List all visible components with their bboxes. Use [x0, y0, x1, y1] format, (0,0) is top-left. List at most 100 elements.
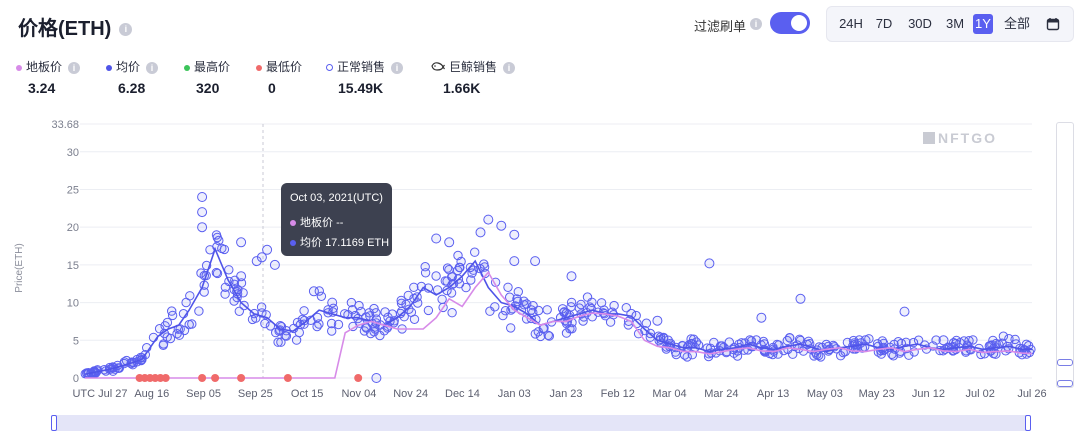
sale-point [247, 314, 258, 325]
lowest-price-point [211, 374, 220, 382]
sale-point [437, 294, 447, 305]
stat-whale-sales[interactable]: 巨鲸销售 i 1.66K [431, 58, 516, 97]
range-1y-button[interactable]: 1Y [973, 14, 993, 34]
watermark-text: NFTGO [938, 130, 997, 146]
stat-value: 0 [268, 80, 276, 96]
sale-point [899, 306, 910, 317]
sale-point [709, 337, 719, 348]
vertical-zoom-handle-top[interactable] [1057, 359, 1073, 366]
sale-point [175, 324, 185, 334]
x-tick-label: Sep 25 [238, 388, 273, 400]
sale-point [522, 299, 532, 309]
x-tick-label: Aug 16 [134, 388, 169, 400]
sale-point [587, 297, 597, 308]
info-icon[interactable]: i [391, 61, 404, 74]
sale-point [1004, 334, 1014, 344]
y-tick-label: 30 [67, 147, 79, 159]
x-tick-label: May 03 [807, 388, 843, 400]
stat-value: 6.28 [118, 80, 146, 96]
horizontal-zoom-handle-left[interactable] [51, 415, 57, 431]
info-icon[interactable]: i [503, 61, 516, 74]
whale-icon [431, 60, 445, 75]
sale-point [687, 350, 697, 360]
sale-point [347, 305, 358, 315]
sale-point [167, 306, 177, 316]
range-24h-button[interactable]: 24H [839, 16, 863, 31]
sale-point [795, 293, 806, 304]
floor-dot-icon [290, 220, 296, 227]
avg-dot-icon [106, 64, 112, 71]
sale-point [948, 342, 958, 352]
stat-label: 巨鲸销售 [449, 60, 498, 74]
sale-point [308, 286, 319, 297]
sale-point [431, 233, 442, 244]
sale-point [281, 331, 292, 341]
sale-point [596, 298, 607, 308]
sale-point [513, 287, 523, 297]
horizontal-zoom-slider[interactable] [53, 415, 1029, 431]
filter-wash-trade-toggle[interactable] [770, 12, 810, 34]
sale-point [276, 337, 286, 347]
range-7d-button[interactable]: 7D [875, 16, 893, 31]
price-lines [84, 246, 1033, 379]
sale-point [893, 337, 903, 347]
y-tick-label: 10 [67, 298, 79, 310]
sale-point [194, 306, 204, 316]
info-icon[interactable]: i [68, 61, 81, 74]
stat-highest-price[interactable]: 最高价 320 [184, 58, 230, 96]
sale-point [998, 331, 1009, 341]
vertical-zoom-slider[interactable] [1056, 122, 1074, 388]
tooltip-floor-value: -- [336, 217, 344, 229]
y-tick-label: 15 [67, 260, 79, 272]
sale-point [533, 305, 544, 316]
x-tick-label: Nov 24 [393, 388, 428, 400]
sale-point [756, 312, 767, 323]
sale-point [842, 337, 853, 348]
sale-point [238, 288, 248, 298]
range-3m-button[interactable]: 3M [945, 16, 965, 31]
sale-point [621, 303, 631, 313]
sale-point [490, 302, 500, 312]
range-30d-button[interactable]: 30D [908, 16, 932, 31]
x-tick-label: UTC Jul 27 [72, 388, 127, 400]
stat-value: 15.49K [338, 80, 384, 96]
sale-point [938, 335, 949, 346]
info-icon[interactable]: i [119, 23, 133, 37]
stat-floor-price[interactable]: 地板价 i 3.24 [16, 58, 81, 96]
x-axis: UTC Jul 27 Aug 16 Sep 05 Sep 25 Oct 15 Nov 04… [72, 388, 1046, 400]
range-all-button[interactable]: 全部 [1003, 16, 1030, 31]
stat-value: 1.66K [443, 80, 481, 97]
x-tick-label: Mar 24 [704, 388, 738, 400]
sale-point [196, 268, 206, 278]
info-icon[interactable]: i [750, 18, 762, 30]
filter-label: 过滤刷单 [694, 19, 747, 34]
sale-point [211, 267, 222, 278]
vertical-zoom-handle-bottom[interactable] [1057, 380, 1073, 387]
stat-lowest-price[interactable]: 最低价 0 [256, 58, 302, 96]
sale-point [396, 306, 407, 317]
sale-point [387, 309, 397, 319]
sale-point [236, 237, 247, 248]
sale-point [327, 326, 337, 336]
price-scatter-chart[interactable]: 33.68 30 25 20 15 10 5 0 UTC Jul 27 Aug 16 Sep 05… [0, 110, 1080, 410]
sale-point [158, 340, 169, 351]
sale-point [371, 308, 381, 318]
x-tick-label: Jan 23 [549, 388, 582, 400]
sale-point [380, 307, 390, 317]
y-tick-label: 5 [73, 335, 79, 347]
sale-point [197, 222, 208, 233]
sale-point [503, 282, 513, 293]
stat-average-price[interactable]: 均价 i 6.28 [106, 58, 159, 96]
sale-point [479, 262, 490, 272]
sale-point [782, 335, 792, 346]
floor-price-line [85, 271, 1033, 379]
sale-point [444, 237, 455, 248]
stat-normal-sales[interactable]: 正常销售 i 15.49K [326, 58, 404, 96]
sale-point [506, 323, 516, 333]
horizontal-zoom-handle-right[interactable] [1025, 415, 1031, 431]
calendar-icon[interactable] [1043, 14, 1063, 34]
info-icon[interactable]: i [146, 61, 159, 74]
tooltip-avg-value: 17.1169 ETH [325, 237, 390, 249]
x-tick-label: Apr 13 [757, 388, 789, 400]
lowest-price-points [135, 374, 363, 382]
